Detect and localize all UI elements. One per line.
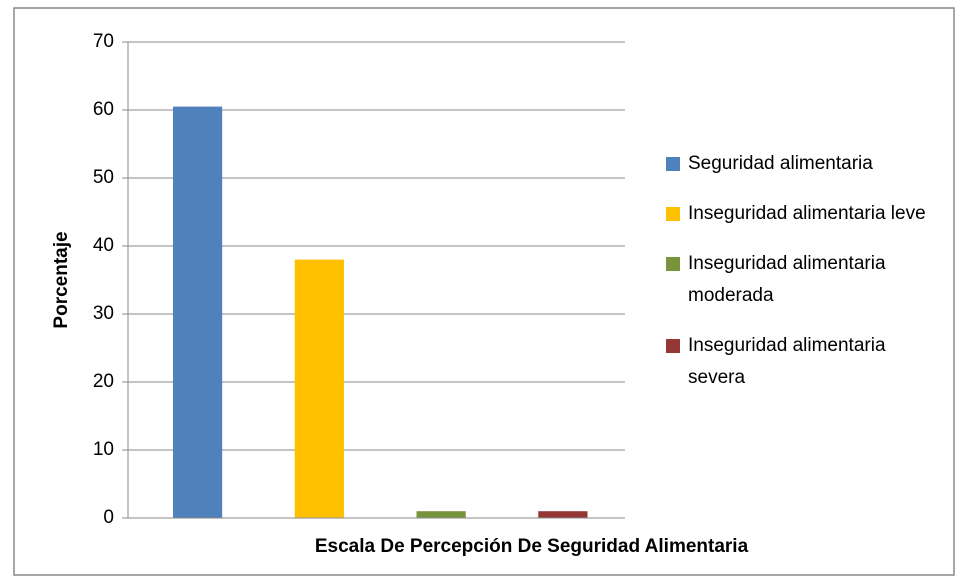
y-tick-label: 60: [93, 99, 114, 120]
chart-border: [13, 7, 955, 576]
legend-label: Inseguridad alimentaria severa: [688, 335, 886, 388]
legend-label: Inseguridad alimentaria moderada: [688, 253, 886, 306]
y-tick-label: 50: [93, 167, 114, 188]
legend-swatch: [666, 257, 680, 271]
legend-label: Seguridad alimentaria: [688, 153, 873, 174]
y-tick-label: 30: [93, 303, 114, 324]
bar: [294, 259, 344, 518]
legend-label: Inseguridad alimentaria leve: [688, 203, 926, 224]
legend-entry: Inseguridad alimentaria severa: [666, 330, 936, 394]
bar: [416, 511, 466, 518]
y-tick-label: 70: [93, 31, 114, 52]
y-axis-title: Porcentaje: [51, 231, 72, 328]
y-tick-label: 10: [93, 439, 114, 460]
legend-entry: Seguridad alimentaria: [666, 148, 936, 180]
y-tick-label: 20: [93, 371, 114, 392]
legend-entry: Inseguridad alimentaria moderada: [666, 248, 936, 312]
legend: Seguridad alimentaria Inseguridad aliment…: [666, 148, 936, 412]
bar: [538, 511, 588, 518]
legend-swatch: [666, 157, 680, 171]
y-tick-label: 0: [103, 507, 114, 528]
legend-swatch: [666, 339, 680, 353]
legend-swatch: [666, 207, 680, 221]
bar: [172, 106, 223, 518]
x-tick-label: Escala De Percepción De Seguridad Alimen…: [315, 536, 749, 557]
legend-entry: Inseguridad alimentaria leve: [666, 198, 936, 230]
y-tick-label: 40: [93, 235, 114, 256]
